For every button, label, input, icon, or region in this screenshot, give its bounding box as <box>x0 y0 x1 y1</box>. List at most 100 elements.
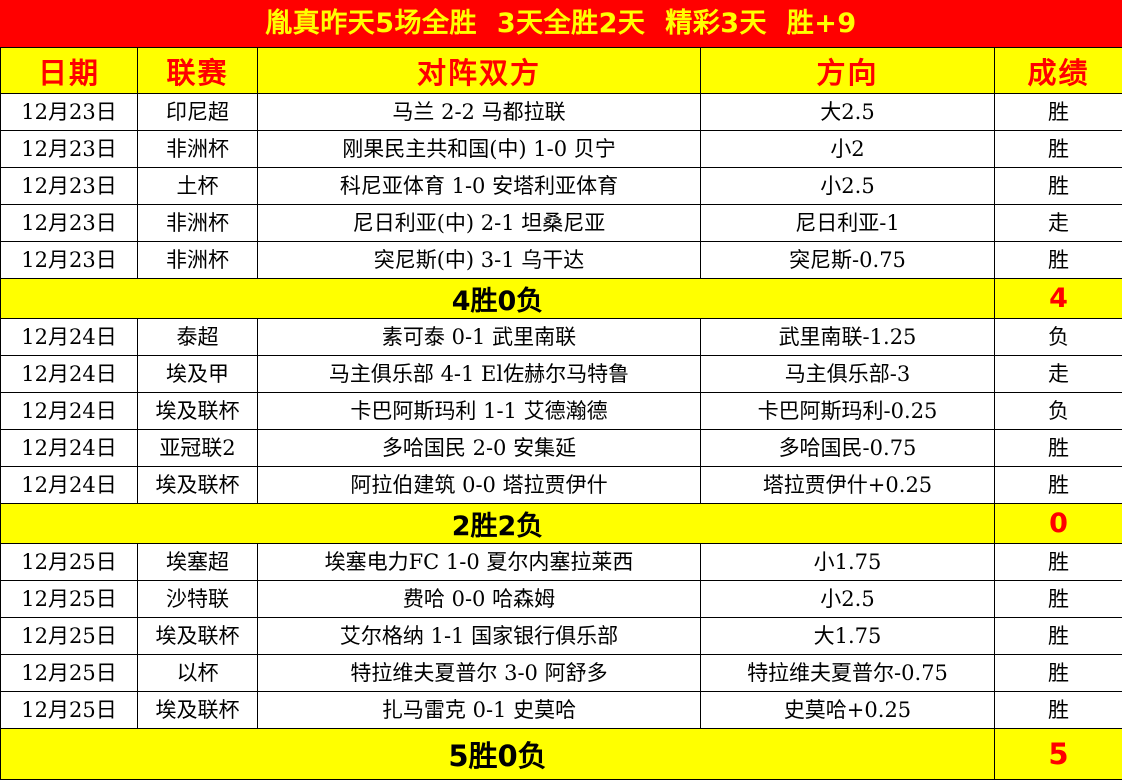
summary-count: 0 <box>995 504 1122 544</box>
header-cell-direction: 方向 <box>701 48 995 94</box>
cell-league: 埃及联杯 <box>138 692 258 729</box>
cell-match: 素可泰 0-1 武里南联 <box>258 319 701 356</box>
cell-direction: 突尼斯-0.75 <box>701 242 995 279</box>
status-badge: 胜 <box>995 581 1122 618</box>
cell-date: 12月25日 <box>1 581 138 618</box>
cell-match: 多哈国民 2-0 安集延 <box>258 430 701 467</box>
cell-date: 12月24日 <box>1 319 138 356</box>
status-badge: 走 <box>995 205 1122 242</box>
title-text: 胤真昨天5场全胜 3天全胜2天 精彩3天 胜+9 <box>265 10 856 37</box>
cell-date: 12月25日 <box>1 655 138 692</box>
cell-direction: 小2.5 <box>701 581 995 618</box>
cell-match: 马兰 2-2 马都拉联 <box>258 94 701 131</box>
status-badge: 走 <box>995 356 1122 393</box>
status-badge: 胜 <box>995 467 1122 504</box>
cell-direction: 大2.5 <box>701 94 995 131</box>
cell-league: 沙特联 <box>138 581 258 618</box>
status-badge: 胜 <box>995 544 1122 581</box>
cell-league: 亚冠联2 <box>138 430 258 467</box>
summary-count: 4 <box>995 279 1122 319</box>
cell-league: 埃及联杯 <box>138 467 258 504</box>
cell-match: 扎马雷克 0-1 史莫哈 <box>258 692 701 729</box>
cell-direction: 马主俱乐部-3 <box>701 356 995 393</box>
header-cell-result: 成绩 <box>995 48 1122 94</box>
cell-match: 埃塞电力FC 1-0 夏尔内塞拉莱西 <box>258 544 701 581</box>
cell-match: 马主俱乐部 4-1 El佐赫尔马特鲁 <box>258 356 701 393</box>
summary-count: 5 <box>995 729 1122 780</box>
status-badge: 胜 <box>995 618 1122 655</box>
cell-direction: 武里南联-1.25 <box>701 319 995 356</box>
cell-date: 12月23日 <box>1 242 138 279</box>
status-badge: 胜 <box>995 655 1122 692</box>
cell-match: 阿拉伯建筑 0-0 塔拉贾伊什 <box>258 467 701 504</box>
header-cell-match: 对阵双方 <box>258 48 701 94</box>
header-cell-date: 日期 <box>1 48 138 94</box>
cell-date: 12月23日 <box>1 131 138 168</box>
cell-date: 12月24日 <box>1 467 138 504</box>
cell-direction: 史莫哈+0.25 <box>701 692 995 729</box>
cell-league: 埃塞超 <box>138 544 258 581</box>
status-badge: 胜 <box>995 168 1122 205</box>
cell-direction: 多哈国民-0.75 <box>701 430 995 467</box>
cell-match: 尼日利亚(中) 2-1 坦桑尼亚 <box>258 205 701 242</box>
cell-direction: 特拉维夫夏普尔-0.75 <box>701 655 995 692</box>
cell-date: 12月24日 <box>1 393 138 430</box>
cell-match: 特拉维夫夏普尔 3-0 阿舒多 <box>258 655 701 692</box>
cell-date: 12月23日 <box>1 205 138 242</box>
cell-league: 以杯 <box>138 655 258 692</box>
status-badge: 胜 <box>995 131 1122 168</box>
header-cell-league: 联赛 <box>138 48 258 94</box>
cell-match: 科尼亚体育 1-0 安塔利亚体育 <box>258 168 701 205</box>
summary-label: 5胜0负 <box>1 729 995 780</box>
cell-league: 埃及甲 <box>138 356 258 393</box>
spreadsheet-sheet: 胤真昨天5场全胜 3天全胜2天 精彩3天 胜+9 日期 联赛 对阵双方 方向 成… <box>0 0 1122 750</box>
summary-label: 4胜0负 <box>1 279 995 319</box>
cell-league: 非洲杯 <box>138 242 258 279</box>
cell-direction: 尼日利亚-1 <box>701 205 995 242</box>
cell-league: 印尼超 <box>138 94 258 131</box>
cell-league: 土杯 <box>138 168 258 205</box>
cell-date: 12月24日 <box>1 356 138 393</box>
cell-direction: 小2.5 <box>701 168 995 205</box>
cell-date: 12月24日 <box>1 430 138 467</box>
cell-match: 卡巴阿斯玛利 1-1 艾德瀚德 <box>258 393 701 430</box>
status-badge: 负 <box>995 393 1122 430</box>
cell-direction: 大1.75 <box>701 618 995 655</box>
cell-league: 非洲杯 <box>138 205 258 242</box>
results-table-body: 日期 联赛 对阵双方 方向 成绩 12月23日印尼超马兰 2-2 马都拉联大2.… <box>1 48 1122 780</box>
cell-match: 艾尔格纳 1-1 国家银行俱乐部 <box>258 618 701 655</box>
cell-league: 泰超 <box>138 319 258 356</box>
results-table: 日期 联赛 对阵双方 方向 成绩 12月23日印尼超马兰 2-2 马都拉联大2.… <box>0 47 1122 780</box>
cell-date: 12月23日 <box>1 168 138 205</box>
cell-match: 突尼斯(中) 3-1 乌干达 <box>258 242 701 279</box>
cell-date: 12月23日 <box>1 94 138 131</box>
status-badge: 胜 <box>995 430 1122 467</box>
status-badge: 胜 <box>995 94 1122 131</box>
cell-date: 12月25日 <box>1 544 138 581</box>
cell-direction: 卡巴阿斯玛利-0.25 <box>701 393 995 430</box>
cell-match: 刚果民主共和国(中) 1-0 贝宁 <box>258 131 701 168</box>
cell-direction: 塔拉贾伊什+0.25 <box>701 467 995 504</box>
cell-league: 非洲杯 <box>138 131 258 168</box>
cell-match: 费哈 0-0 哈森姆 <box>258 581 701 618</box>
status-badge: 负 <box>995 319 1122 356</box>
cell-date: 12月25日 <box>1 692 138 729</box>
cell-direction: 小1.75 <box>701 544 995 581</box>
